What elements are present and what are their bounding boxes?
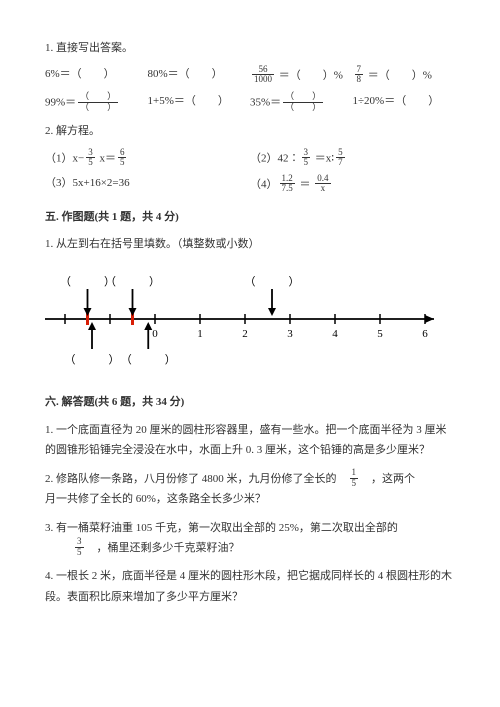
fraction: （ ）（ ） [283,92,323,112]
eq2: （2）42∶35 ＝x∶57 [250,149,455,169]
section6-heading: 六. 解答题(共 6 题，共 34 分) [45,394,455,412]
fraction: 15 [350,468,359,488]
text: 99%＝ [45,97,76,109]
text: ＝（ ）% [276,69,343,81]
q1-r1-c4: 78 ＝（ ）% [353,66,456,86]
svg-text:（ ）: （ ） [105,275,160,288]
text: 2. 修路队修一条路，八月份修了 4800 米，九月份修了全长的 [45,473,348,485]
svg-text:1: 1 [197,328,203,340]
s6-q3-line2: 35 ，桶里还剩多少千克菜籽油？ [45,538,455,558]
fraction: 35 [75,537,84,557]
q1-r2-c2: 1+5%＝（ ） [148,93,251,113]
text: 35%＝ [250,97,281,109]
svg-text:5: 5 [377,328,383,340]
text: 6%＝（ ） [45,68,115,80]
fraction: 561000 [252,65,274,85]
fraction: （ ）（ ） [78,92,118,112]
q1-r1-c3: 561000 ＝（ ）% [250,66,353,86]
text: ，这两个 [360,473,415,485]
fraction: 65 [118,148,127,168]
text: x＝ [97,152,116,164]
section5-q: 1. 从左到右在括号里填数。（填整数或小数） [45,236,455,254]
fraction: 0.4x [315,174,330,194]
q1-r2-c1: 99%＝（ ）（ ） [45,93,148,113]
svg-text:（ ）: （ ） [245,275,300,288]
svg-text:2: 2 [242,328,248,340]
s6-q2: 2. 修路队修一条路，八月份修了 4800 米，九月份修了全长的 15 ，这两个… [45,469,455,510]
eq1: （1）x−35 x＝65 [45,149,250,169]
denominator: 5 [86,158,95,167]
denominator: 1000 [252,75,274,84]
fraction: 78 [355,65,364,85]
q2-title: 2. 解方程。 [45,123,455,141]
fraction: 57 [336,148,345,168]
text: 1÷20%＝（ ） [353,95,440,107]
svg-text:4: 4 [332,328,338,340]
text: 月一共修了全长的 60%，这条路全长多少米？ [45,489,455,509]
svg-text:6: 6 [422,328,428,340]
denominator: 5 [75,548,84,557]
s6-q1: 1. 一个底面直径为 20 厘米的圆柱形容器里，盛有一些水。把一个底面半径为 3… [45,420,455,461]
text: ＝（ ）% [365,69,432,81]
denominator: 7.5 [280,184,295,193]
q1-row2: 99%＝（ ）（ ） 1+5%＝（ ） 35%＝（ ）（ ） 1÷20%＝（ ） [45,93,455,113]
denominator: （ ） [78,103,118,112]
number-line-figure: 0123456（ ）（ ）（ ）（ ）（ ） [45,264,455,381]
q1-r1-c1: 6%＝（ ） [45,66,148,86]
text: 1+5%＝（ ） [148,95,229,107]
svg-text:（ ）: （ ） [121,353,176,366]
eq4: （4）1.27.5 ＝ 0.4x [250,175,455,195]
denominator: 8 [355,75,364,84]
q1-r2-c3: 35%＝（ ）（ ） [250,93,353,113]
s6-q3: 3. 有一桶菜籽油重 105 千克，第一次取出全部的 25%，第二次取出全部的 … [45,518,455,559]
fraction: 35 [86,148,95,168]
fraction: 35 [302,148,311,168]
q1-row1: 6%＝（ ） 80%＝（ ） 561000 ＝（ ）% 78 ＝（ ）% [45,66,455,86]
q1-r2-c4: 1÷20%＝（ ） [353,93,456,113]
text: （4） [250,178,278,190]
text: ＝x∶ [312,152,334,164]
denominator: x [315,184,330,193]
text: （2）42∶ [250,152,300,164]
fraction: 1.27.5 [280,174,295,194]
number-line-svg: 0123456（ ）（ ）（ ）（ ）（ ） [45,264,445,374]
denominator: 5 [118,158,127,167]
text: ，桶里还剩多少千克菜籽油？ [86,542,240,554]
q2-row2: （3）5x+16×2=36 （4）1.27.5 ＝ 0.4x [45,175,455,195]
denominator: 5 [350,479,359,488]
section5-heading: 五. 作图题(共 1 题，共 4 分) [45,209,455,227]
denominator: （ ） [283,103,323,112]
q2-row1: （1）x−35 x＝65 （2）42∶35 ＝x∶57 [45,149,455,169]
svg-text:3: 3 [287,328,293,340]
text: 80%＝（ ） [148,68,223,80]
denominator: 5 [302,158,311,167]
text: （1）x− [45,152,84,164]
svg-text:0: 0 [152,328,158,340]
q1-title: 1. 直接写出答案。 [45,40,455,58]
s6-q4: 4. 一根长 2 米，底面半径是 4 厘米的圆柱形木段，把它据成同样长的 4 根… [45,566,455,607]
text: ＝ [297,178,314,190]
svg-text:（ ）: （ ） [65,353,120,366]
text: 3. 有一桶菜籽油重 105 千克，第一次取出全部的 25%，第二次取出全部的 [45,518,455,538]
eq3: （3）5x+16×2=36 [45,175,250,195]
q1-r1-c2: 80%＝（ ） [148,66,251,86]
text: （3）5x+16×2=36 [45,177,130,189]
denominator: 7 [336,158,345,167]
